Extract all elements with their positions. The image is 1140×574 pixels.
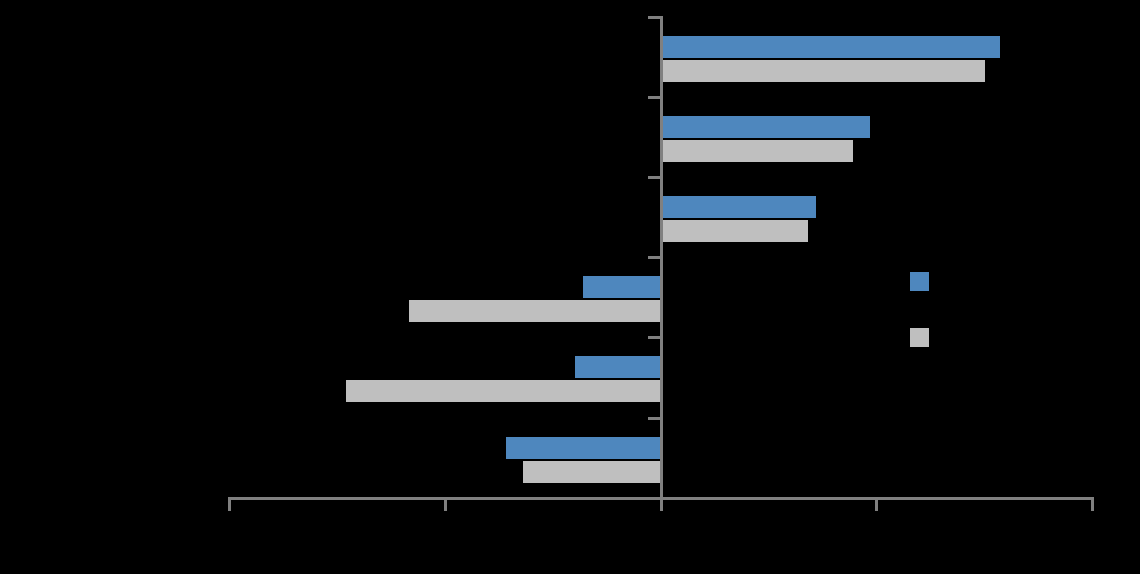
value-axis-tick-0 [659, 500, 663, 511]
bar-blue-series-row-6 [505, 436, 661, 459]
legend-swatch-gray-series [910, 328, 929, 347]
bar-gray-series-row-4 [408, 300, 661, 323]
value-axis-tick--1 [443, 500, 447, 511]
bar-gray-series-row-5 [346, 380, 661, 403]
category-axis-tick-4 [648, 256, 661, 260]
bar-gray-series-row-3 [661, 220, 808, 243]
category-axis-tick-6 [648, 416, 661, 420]
bar-blue-series-row-2 [661, 116, 871, 139]
value-axis-tick-2 [1091, 500, 1094, 511]
value-axis-tick-1 [875, 500, 879, 511]
value-axis-tick--2 [228, 500, 231, 511]
category-axis-tick-3 [648, 176, 661, 180]
category-axis-tick-2 [648, 96, 661, 100]
bar-blue-series-row-3 [661, 196, 817, 219]
category-axis-tick-1 [648, 16, 661, 19]
bar-blue-series-row-1 [661, 36, 1000, 58]
category-axis-line [659, 16, 663, 511]
legend-swatch-blue-series [910, 272, 929, 291]
bar-blue-series-row-4 [583, 276, 661, 299]
bar-gray-series-row-2 [661, 140, 854, 163]
bar-gray-series-row-6 [522, 460, 661, 483]
category-axis-tick-5 [648, 336, 661, 340]
bar-blue-series-row-5 [574, 356, 661, 379]
bar-gray-series-row-1 [661, 60, 985, 82]
